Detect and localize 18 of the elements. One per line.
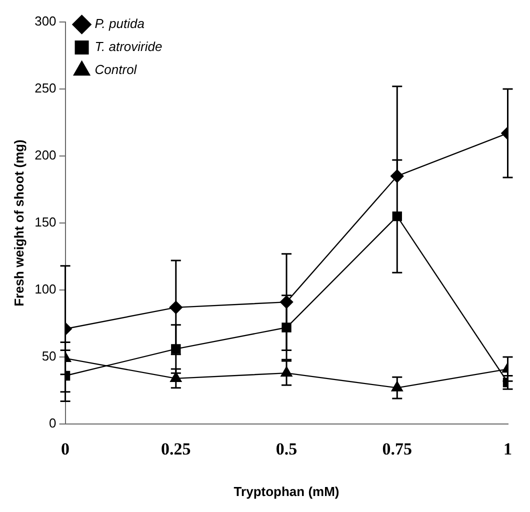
x-tick-label: 0.75 xyxy=(382,440,412,459)
y-tick-label: 250 xyxy=(34,80,56,96)
y-tick-label: 0 xyxy=(49,416,56,431)
legend-label: Control xyxy=(94,62,138,78)
point xyxy=(282,322,292,332)
legend-label: T. atroviride xyxy=(94,39,162,54)
x-tick-label: 1 xyxy=(504,440,512,459)
y-axis-title: Fresh weight of shoot (mg) xyxy=(11,140,26,306)
x-tick-label: 0.5 xyxy=(276,440,298,459)
y-tick-label: 300 xyxy=(34,14,56,29)
y-tick-label: 150 xyxy=(34,214,56,230)
y-tick-label: 100 xyxy=(34,282,56,297)
y-tick-label: 50 xyxy=(42,348,56,364)
legend-label: P. putida xyxy=(94,16,144,32)
x-tick-label: 0.25 xyxy=(161,440,191,459)
x-tick-label: 0 xyxy=(61,440,70,459)
x-axis-title: Tryptophan (mM) xyxy=(234,484,340,499)
y-tick-label: 200 xyxy=(34,148,56,163)
